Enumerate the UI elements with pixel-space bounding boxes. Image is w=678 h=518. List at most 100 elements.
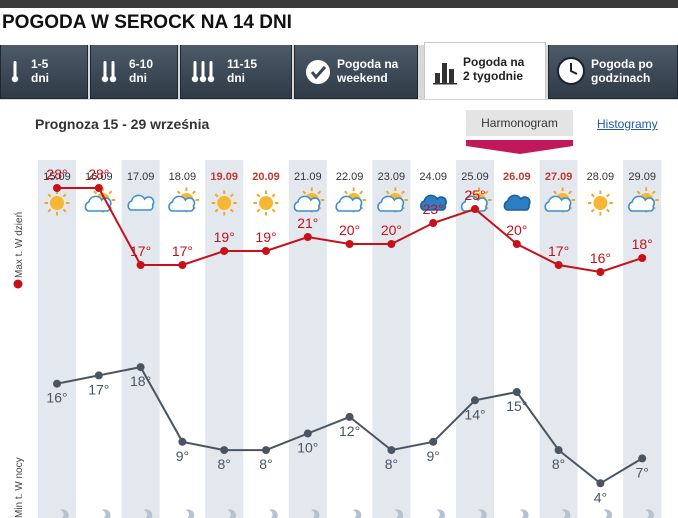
moon-icon	[645, 509, 654, 518]
partly-cloudy-icon	[335, 187, 367, 213]
tab-bar: 1-5 dni 6-10 dni 11-15 dni Pogoda na weekend Pog…	[0, 42, 678, 100]
min-temp-label: 16°	[46, 390, 67, 406]
min-temp-point	[596, 479, 605, 488]
min-temp-point	[387, 446, 396, 455]
moon-icon	[60, 509, 69, 518]
min-temp-point	[429, 437, 438, 446]
tab-label: 6-10 dni	[129, 57, 154, 85]
moon-icon	[519, 509, 529, 518]
histogramy-link[interactable]: Histogramy	[597, 117, 658, 131]
partly-cloudy-icon	[168, 187, 199, 213]
temperature-chart: 15.09 16.09 17.09 18.09 19.09 20.09 21.09 22.09…	[13, 140, 662, 518]
forecast-subtitle: Prognoza 15 - 29 września	[35, 116, 210, 132]
max-temp-label: 18°	[632, 236, 653, 252]
min-temp-label: 8°	[218, 456, 231, 472]
max-temp-point	[220, 247, 229, 255]
date-label: 19.09	[210, 171, 238, 183]
max-temp-label: 28°	[88, 166, 109, 182]
tab-1[interactable]: 6-10 dni	[90, 45, 178, 99]
tab-2[interactable]: 11-15 dni	[180, 45, 292, 99]
partly-cloudy-icon	[460, 187, 492, 213]
dark-cloud-icon	[503, 194, 531, 211]
day-band	[121, 160, 160, 518]
sun-icon	[44, 190, 70, 216]
day-band	[288, 160, 327, 518]
date-label: 22.09	[336, 171, 364, 183]
thermometer-icon	[189, 57, 229, 96]
max-temp-point	[345, 240, 354, 248]
day-band	[205, 160, 244, 518]
partly-cloudy-icon	[544, 187, 576, 213]
legend-min: Min t. W nocy	[14, 457, 25, 518]
max-temp-point	[53, 184, 61, 192]
moon-icon	[352, 509, 362, 518]
min-temp-label: 17°	[88, 381, 109, 397]
min-temp-label: 9°	[176, 448, 189, 464]
min-temp-label: 15°	[506, 398, 527, 414]
date-label: 28.09	[587, 171, 615, 183]
max-temp-point	[136, 261, 145, 269]
max-temp-label: 16°	[590, 250, 611, 266]
date-label: 18.09	[169, 171, 197, 183]
moon-icon	[394, 509, 404, 518]
max-temp-point	[596, 268, 605, 276]
max-temp-label: 20°	[506, 222, 527, 238]
min-temp-point	[638, 454, 647, 463]
max-temp-label: 23°	[423, 201, 444, 217]
min-temp-point	[554, 446, 563, 455]
moon-icon	[269, 509, 278, 518]
max-temp-point	[429, 219, 438, 227]
moon-icon	[478, 509, 487, 518]
tab-label: Pogoda na weekend	[337, 57, 399, 85]
top-bar	[0, 0, 678, 8]
min-temp-point	[53, 379, 61, 388]
sun-icon	[211, 190, 237, 216]
moon-icon	[561, 509, 571, 518]
harmonogram-button[interactable]: Harmonogram	[466, 110, 573, 136]
tab-4[interactable]: Pogoda na 2 tygodnie	[424, 42, 546, 99]
min-temp-label: 8°	[552, 456, 565, 472]
tab-label: 1-5 dni	[31, 57, 49, 85]
date-label: 17.09	[127, 171, 155, 183]
date-label: 26.09	[503, 171, 531, 183]
max-temp-point	[387, 240, 396, 248]
max-temp-label: 20°	[339, 222, 360, 238]
day-band	[38, 160, 76, 518]
tab-0[interactable]: 1-5 dni	[0, 45, 88, 99]
tab-label: Pogoda po godzinach	[591, 57, 653, 85]
min-temp-label: 7°	[636, 464, 649, 480]
tab-label: 11-15 dni	[227, 57, 258, 85]
min-temp-label: 9°	[427, 448, 440, 464]
max-temp-point	[554, 261, 563, 269]
max-temp-point	[638, 254, 647, 262]
moon-icon	[603, 509, 613, 518]
min-temp-point	[220, 446, 229, 455]
max-temp-label: 21°	[297, 215, 318, 231]
max-temp-point	[178, 261, 187, 269]
thermometer-icon	[9, 57, 49, 96]
min-temp-label: 8°	[259, 456, 272, 472]
moon-icon	[185, 509, 195, 518]
max-temp-point	[303, 233, 312, 241]
max-temp-point	[262, 247, 270, 255]
min-temp-point	[512, 388, 521, 396]
min-temp-point	[345, 412, 354, 421]
min-temp-label: 18°	[130, 373, 151, 389]
view-indicator	[466, 140, 573, 154]
min-temp-label: 12°	[339, 423, 360, 439]
max-temp-point	[94, 184, 103, 192]
date-label: 23.09	[378, 171, 406, 183]
max-temp-label: 17°	[172, 243, 193, 259]
tab-5[interactable]: Pogoda po godzinach	[548, 45, 678, 99]
moon-icon	[436, 509, 445, 518]
sun-icon	[253, 190, 279, 216]
max-temp-point	[471, 205, 479, 213]
min-temp-point	[178, 437, 187, 446]
date-label: 15.09	[43, 171, 71, 183]
min-temp-point	[303, 429, 312, 438]
max-temp-label: 17°	[130, 243, 151, 259]
moon-icon	[310, 509, 320, 518]
tab-3[interactable]: Pogoda na weekend	[294, 45, 418, 99]
min-temp-point	[136, 363, 145, 372]
max-temp-label: 20°	[381, 222, 402, 238]
